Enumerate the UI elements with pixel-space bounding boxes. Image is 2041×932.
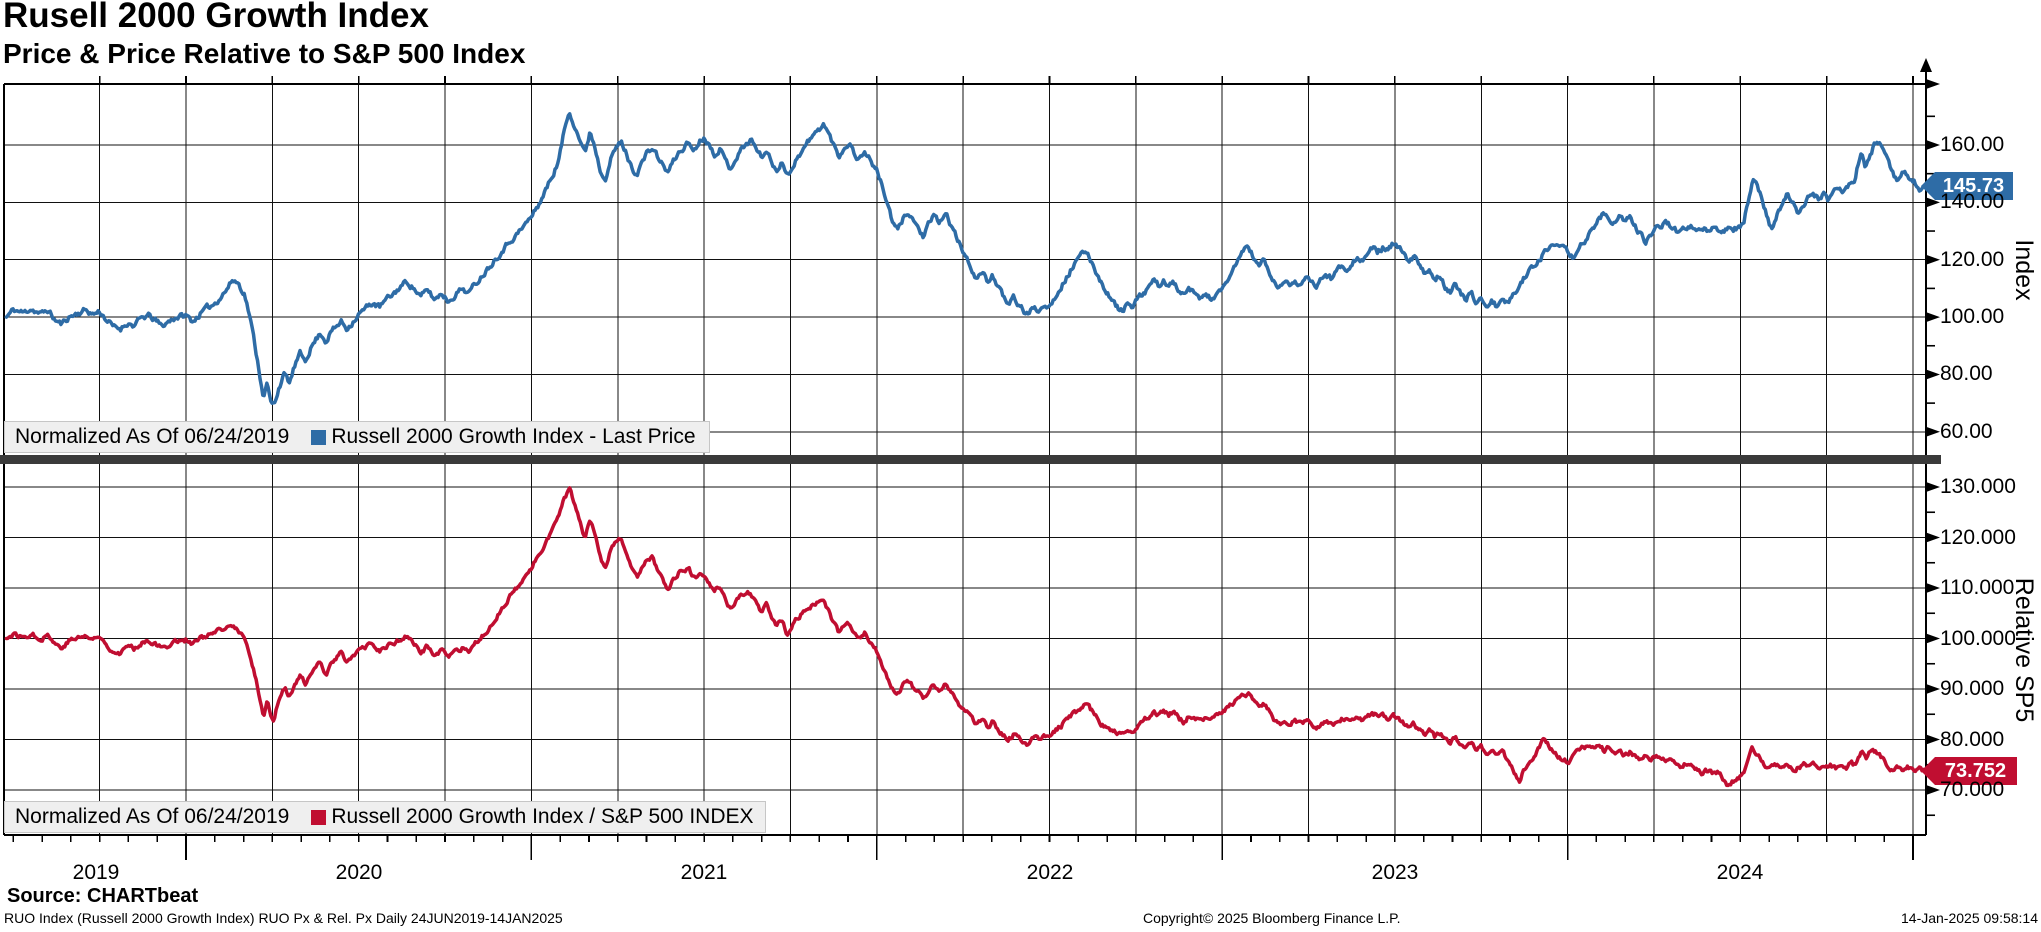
y-axis-tick-label: 160.00 [1940,133,2005,156]
x-axis-year-label: 2024 [1716,861,1764,884]
y-axis-tick-label: 60.00 [1940,420,1993,443]
x-axis-year-label: 2021 [680,861,728,884]
x-axis-year-label: 2020 [335,861,383,884]
relative-panel-legend[interactable]: Normalized As Of 06/24/2019 Russell 2000… [4,801,766,833]
page-subtitle: Price & Price Relative to S&P 500 Index [3,38,526,69]
x-axis-year-label: 2019 [72,861,120,884]
y-axis-tick-label: 120.000 [1940,526,2016,549]
y-axis-tick-label: 120.00 [1940,248,2005,271]
y-axis-tick-label: 70.000 [1940,778,2005,801]
relative-series-label: Russell 2000 Growth Index / S&P 500 INDE… [331,805,754,828]
copyright-label: Copyright© 2025 Bloomberg Finance L.P. [1143,910,1401,926]
x-axis-year-label: 2022 [1026,861,1074,884]
price-panel-legend[interactable]: Normalized As Of 06/24/2019 Russell 2000… [4,421,710,453]
relative-axis-title: Relative SP5 [2010,577,2038,723]
price-series-line[interactable] [4,112,1926,405]
y-axis-tick-label: 100.00 [1940,305,2005,328]
y-axis-tick-label: 90.000 [1940,677,2005,700]
x-axis-year-label: 2023 [1371,861,1419,884]
y-axis-ticks [1920,58,1940,817]
relative-series-line[interactable] [4,486,1926,788]
source-label: Source: CHARTbeat [7,885,199,907]
page-title: Rusell 2000 Growth Index [3,0,429,35]
price-series-swatch [311,429,327,445]
relative-series-swatch [311,809,327,825]
timestamp-label: 14-Jan-2025 09:58:14 [1901,910,2038,926]
price-series-label: Russell 2000 Growth Index - Last Price [331,425,696,448]
normalized-note: Normalized As Of 06/24/2019 [15,425,290,448]
y-axis-tick-label: 80.000 [1940,728,2005,751]
y-axis-tick-label: 130.000 [1940,475,2016,498]
y-axis-tick-label: 140.00 [1940,190,2005,213]
y-axis-tick-label: 80.00 [1940,362,1993,385]
relative-last-value-badge[interactable]: 73.752 [1921,757,2017,785]
normalized-note: Normalized As Of 06/24/2019 [15,805,290,828]
price-axis-title: Index [2010,239,2038,301]
panel-separator[interactable] [0,455,1941,464]
chart-description: RUO Index (Russell 2000 Growth Index) RU… [4,910,563,926]
price-last-value-badge[interactable]: 145.73 [1921,172,2013,200]
gridlines [4,84,1926,835]
y-axis-tick-label: 110.000 [1940,576,2015,599]
y-axis-tick-label: 100.000 [1940,627,2016,650]
